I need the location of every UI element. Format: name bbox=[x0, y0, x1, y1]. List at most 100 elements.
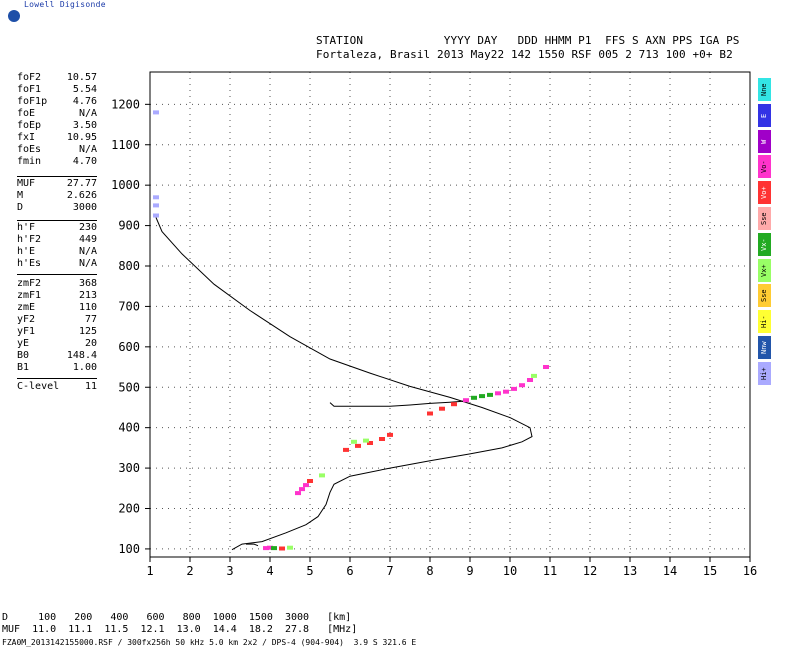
y-tick-label: 1000 bbox=[111, 178, 140, 192]
param-m: M 2.626 bbox=[17, 190, 97, 203]
param-value: 4.70 bbox=[72, 156, 97, 167]
param-muf: MUF 27.77 bbox=[17, 178, 97, 191]
param-name: foEp bbox=[17, 120, 42, 131]
muf-row: MUF 11.0 11.1 11.5 12.1 13.0 14.4 18.2 2… bbox=[2, 624, 358, 635]
param-value: 10.95 bbox=[66, 132, 97, 143]
profile-curve bbox=[155, 217, 533, 551]
globe-logo-icon bbox=[8, 10, 20, 22]
param-value: 3000 bbox=[72, 202, 97, 213]
param-value: 449 bbox=[78, 234, 97, 245]
param-name: yF2 bbox=[17, 314, 36, 325]
param-foes: foEs N/A bbox=[17, 144, 97, 157]
param-hes: h'Es N/A bbox=[17, 258, 97, 271]
echo-point bbox=[543, 365, 549, 369]
param-zmf1: zmF1 213 bbox=[17, 290, 97, 303]
param-name: foEs bbox=[17, 144, 42, 155]
x-tick-label: 4 bbox=[266, 564, 273, 578]
echo-point bbox=[463, 398, 469, 403]
param-name: fmin bbox=[17, 156, 42, 167]
echo-point bbox=[287, 545, 293, 550]
header-line-1: STATION YYYY DAY DDD HHMM P1 FFS S AXN P… bbox=[316, 34, 740, 47]
distance-row: D 100 200 400 600 800 1000 1500 3000 [km… bbox=[2, 612, 352, 623]
param-b1: B1 1.00 bbox=[17, 362, 97, 375]
echo-point bbox=[471, 395, 477, 400]
y-tick-label: 200 bbox=[118, 502, 140, 516]
y-tick-label: 800 bbox=[118, 259, 140, 273]
param-value: 368 bbox=[78, 278, 97, 289]
param-name: yE bbox=[17, 338, 30, 349]
param-value: 20 bbox=[84, 338, 97, 349]
param-value: 110 bbox=[78, 302, 97, 313]
param-value: 125 bbox=[78, 326, 97, 337]
param-hf2: h'F2 449 bbox=[17, 234, 97, 247]
f2-trace-line bbox=[329, 400, 467, 407]
x-tick-label: 2 bbox=[186, 564, 193, 578]
axes: 1 2 3 4 5 6 7 8 9 10 11 12 13 14 15 1610020030040050060… bbox=[111, 71, 757, 578]
legend-item: Vo+ bbox=[758, 181, 771, 205]
y-tick-label: 1100 bbox=[111, 138, 140, 152]
echo-point bbox=[363, 438, 369, 443]
legend-item: Sse bbox=[758, 284, 771, 308]
legend-item: W bbox=[758, 129, 771, 153]
grid bbox=[150, 72, 750, 557]
param-value: N/A bbox=[78, 108, 97, 119]
brand-label: Lowell Digisonde bbox=[24, 0, 106, 9]
param-value: 2.626 bbox=[66, 190, 97, 201]
param-name: C-level bbox=[17, 381, 60, 392]
param-separator bbox=[17, 274, 97, 275]
x-tick-label: 3 bbox=[226, 564, 233, 578]
legend-item: Vo- bbox=[758, 155, 771, 179]
param-value: 10.57 bbox=[66, 72, 97, 83]
param-name: zmF2 bbox=[17, 278, 42, 289]
echo-point bbox=[427, 411, 433, 416]
echo-point bbox=[531, 373, 537, 378]
param-value: N/A bbox=[78, 246, 97, 257]
x-tick-label: 8 bbox=[426, 564, 433, 578]
echo-point bbox=[319, 473, 325, 478]
param-b0: B0 148.4 bbox=[17, 350, 97, 363]
echo-point bbox=[351, 439, 357, 444]
x-tick-label: 11 bbox=[543, 564, 557, 578]
param-name: foF1 bbox=[17, 84, 42, 95]
param-foe: foE N/A bbox=[17, 108, 97, 121]
param-value: 4.76 bbox=[72, 96, 97, 107]
echo-point bbox=[487, 392, 493, 397]
param-separator bbox=[17, 378, 97, 379]
y-tick-label: 400 bbox=[118, 421, 140, 435]
param-name: MUF bbox=[17, 178, 36, 189]
echo-point bbox=[527, 378, 533, 382]
echo-point bbox=[503, 389, 509, 394]
echo-point bbox=[303, 483, 309, 488]
x-tick-label: 13 bbox=[623, 564, 637, 578]
param-value: 3.50 bbox=[72, 120, 97, 131]
y-tick-label: 600 bbox=[118, 340, 140, 354]
echo-point bbox=[153, 110, 159, 115]
param-name: zmE bbox=[17, 302, 36, 313]
param-name: M bbox=[17, 190, 24, 201]
x-tick-label: 9 bbox=[466, 564, 473, 578]
param-yf2: yF2 77 bbox=[17, 314, 97, 327]
ionogram-chart: 1 2 3 4 5 6 7 8 9 10 11 12 13 14 15 1610020030040050060… bbox=[111, 71, 757, 578]
echo-point bbox=[153, 203, 159, 208]
legend-item: Vx- bbox=[758, 232, 771, 256]
x-tick-label: 14 bbox=[663, 564, 677, 578]
param-fxi: fxI 10.95 bbox=[17, 132, 97, 145]
x-tick-label: 5 bbox=[306, 564, 313, 578]
param-name: h'F2 bbox=[17, 234, 42, 245]
param-separator bbox=[17, 176, 97, 177]
param-fof2: foF2 10.57 bbox=[17, 72, 97, 85]
data-layer bbox=[153, 110, 549, 551]
echo-point bbox=[495, 391, 501, 396]
echo-point bbox=[307, 479, 313, 483]
echo-point bbox=[279, 546, 285, 551]
param-value: 213 bbox=[78, 290, 97, 301]
param-value: 148.4 bbox=[66, 350, 97, 361]
param-separator bbox=[17, 220, 97, 221]
echo-point bbox=[343, 447, 349, 452]
param-name: h'E bbox=[17, 246, 36, 257]
echo-point bbox=[387, 432, 393, 437]
param-name: h'Es bbox=[17, 258, 42, 269]
param-value: 77 bbox=[84, 314, 97, 325]
x-tick-label: 10 bbox=[503, 564, 517, 578]
param-clevel: C-level 11 bbox=[17, 381, 97, 394]
